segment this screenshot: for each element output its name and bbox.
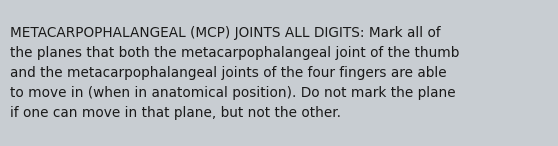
Text: METACARPOPHALANGEAL (MCP) JOINTS ALL DIGITS: Mark all of
the planes that both th: METACARPOPHALANGEAL (MCP) JOINTS ALL DIG… xyxy=(10,26,459,120)
